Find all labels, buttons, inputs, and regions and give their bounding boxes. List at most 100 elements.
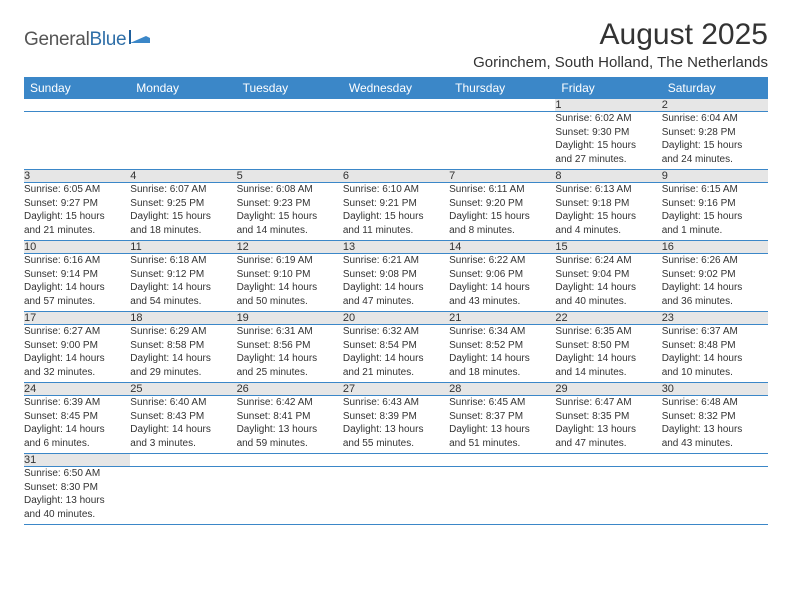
day-number-cell: 1	[555, 99, 661, 112]
sunset-text: Sunset: 8:35 PM	[555, 410, 661, 424]
daylight-text-2: and 18 minutes.	[130, 224, 236, 238]
sunrise-text: Sunrise: 6:10 AM	[343, 183, 449, 197]
daylight-text-2: and 54 minutes.	[130, 295, 236, 309]
daylight-text-2: and 3 minutes.	[130, 437, 236, 451]
day-info-cell: Sunrise: 6:48 AMSunset: 8:32 PMDaylight:…	[662, 396, 768, 454]
daylight-text-1: Daylight: 14 hours	[555, 352, 661, 366]
day-number-cell	[130, 454, 236, 467]
day-info-cell	[343, 467, 449, 525]
daylight-text-2: and 8 minutes.	[449, 224, 555, 238]
col-monday: Monday	[130, 77, 236, 99]
daylight-text-1: Daylight: 14 hours	[449, 352, 555, 366]
daylight-text-1: Daylight: 13 hours	[24, 494, 130, 508]
daylight-text-1: Daylight: 13 hours	[237, 423, 343, 437]
day-info-cell	[555, 467, 661, 525]
sunset-text: Sunset: 9:14 PM	[24, 268, 130, 282]
info-row: Sunrise: 6:50 AMSunset: 8:30 PMDaylight:…	[24, 467, 768, 525]
sunset-text: Sunset: 9:18 PM	[555, 197, 661, 211]
daylight-text-1: Daylight: 14 hours	[662, 281, 768, 295]
daylight-text-2: and 1 minute.	[662, 224, 768, 238]
daylight-text-1: Daylight: 15 hours	[130, 210, 236, 224]
day-info-cell: Sunrise: 6:21 AMSunset: 9:08 PMDaylight:…	[343, 254, 449, 312]
daylight-text-2: and 6 minutes.	[24, 437, 130, 451]
daylight-text-1: Daylight: 13 hours	[449, 423, 555, 437]
day-info-cell	[449, 112, 555, 170]
sunset-text: Sunset: 9:23 PM	[237, 197, 343, 211]
sunset-text: Sunset: 8:58 PM	[130, 339, 236, 353]
day-info-cell: Sunrise: 6:50 AMSunset: 8:30 PMDaylight:…	[24, 467, 130, 525]
day-number-cell: 12	[237, 241, 343, 254]
daylight-text-1: Daylight: 15 hours	[343, 210, 449, 224]
day-number-cell: 21	[449, 312, 555, 325]
daynum-row: 24252627282930	[24, 383, 768, 396]
day-number-cell: 7	[449, 170, 555, 183]
day-info-cell	[130, 467, 236, 525]
day-info-cell: Sunrise: 6:42 AMSunset: 8:41 PMDaylight:…	[237, 396, 343, 454]
daylight-text-2: and 36 minutes.	[662, 295, 768, 309]
day-info-cell: Sunrise: 6:47 AMSunset: 8:35 PMDaylight:…	[555, 396, 661, 454]
daylight-text-2: and 40 minutes.	[555, 295, 661, 309]
sunset-text: Sunset: 9:12 PM	[130, 268, 236, 282]
sunset-text: Sunset: 8:54 PM	[343, 339, 449, 353]
day-number-cell	[449, 454, 555, 467]
daylight-text-2: and 43 minutes.	[662, 437, 768, 451]
sunset-text: Sunset: 9:21 PM	[343, 197, 449, 211]
logo-text-blue: Blue	[90, 29, 127, 50]
day-number-cell: 9	[662, 170, 768, 183]
sunrise-text: Sunrise: 6:48 AM	[662, 396, 768, 410]
daylight-text-1: Daylight: 14 hours	[130, 281, 236, 295]
col-wednesday: Wednesday	[343, 77, 449, 99]
day-info-cell: Sunrise: 6:31 AMSunset: 8:56 PMDaylight:…	[237, 325, 343, 383]
sunrise-text: Sunrise: 6:05 AM	[24, 183, 130, 197]
sunrise-text: Sunrise: 6:19 AM	[237, 254, 343, 268]
daylight-text-1: Daylight: 14 hours	[237, 352, 343, 366]
title-block: August 2025 Gorinchem, South Holland, Th…	[473, 18, 768, 71]
sunset-text: Sunset: 9:27 PM	[24, 197, 130, 211]
day-info-cell: Sunrise: 6:45 AMSunset: 8:37 PMDaylight:…	[449, 396, 555, 454]
daylight-text-1: Daylight: 14 hours	[662, 352, 768, 366]
daylight-text-1: Daylight: 14 hours	[449, 281, 555, 295]
daylight-text-2: and 29 minutes.	[130, 366, 236, 380]
day-number-cell	[237, 99, 343, 112]
info-row: Sunrise: 6:05 AMSunset: 9:27 PMDaylight:…	[24, 183, 768, 241]
day-number-cell: 27	[343, 383, 449, 396]
daylight-text-2: and 47 minutes.	[555, 437, 661, 451]
day-info-cell: Sunrise: 6:40 AMSunset: 8:43 PMDaylight:…	[130, 396, 236, 454]
sunset-text: Sunset: 8:45 PM	[24, 410, 130, 424]
day-info-cell: Sunrise: 6:24 AMSunset: 9:04 PMDaylight:…	[555, 254, 661, 312]
day-number-cell: 15	[555, 241, 661, 254]
daynum-row: 10111213141516	[24, 241, 768, 254]
day-number-cell: 20	[343, 312, 449, 325]
day-number-cell: 11	[130, 241, 236, 254]
sunrise-text: Sunrise: 6:32 AM	[343, 325, 449, 339]
flag-icon	[128, 28, 154, 51]
daylight-text-2: and 32 minutes.	[24, 366, 130, 380]
sunset-text: Sunset: 9:28 PM	[662, 126, 768, 140]
sunset-text: Sunset: 9:20 PM	[449, 197, 555, 211]
day-info-cell: Sunrise: 6:26 AMSunset: 9:02 PMDaylight:…	[662, 254, 768, 312]
daynum-row: 17181920212223	[24, 312, 768, 325]
sunset-text: Sunset: 8:30 PM	[24, 481, 130, 495]
day-number-cell: 6	[343, 170, 449, 183]
day-info-cell	[24, 112, 130, 170]
daylight-text-1: Daylight: 14 hours	[555, 281, 661, 295]
sunrise-text: Sunrise: 6:04 AM	[662, 112, 768, 126]
day-info-cell: Sunrise: 6:02 AMSunset: 9:30 PMDaylight:…	[555, 112, 661, 170]
daylight-text-1: Daylight: 14 hours	[130, 423, 236, 437]
sunset-text: Sunset: 9:02 PM	[662, 268, 768, 282]
sunrise-text: Sunrise: 6:22 AM	[449, 254, 555, 268]
sunrise-text: Sunrise: 6:24 AM	[555, 254, 661, 268]
day-number-cell: 4	[130, 170, 236, 183]
info-row: Sunrise: 6:02 AMSunset: 9:30 PMDaylight:…	[24, 112, 768, 170]
day-info-cell: Sunrise: 6:15 AMSunset: 9:16 PMDaylight:…	[662, 183, 768, 241]
daylight-text-2: and 21 minutes.	[24, 224, 130, 238]
day-number-cell: 19	[237, 312, 343, 325]
sunrise-text: Sunrise: 6:18 AM	[130, 254, 236, 268]
day-number-cell: 5	[237, 170, 343, 183]
daylight-text-2: and 57 minutes.	[24, 295, 130, 309]
sunrise-text: Sunrise: 6:43 AM	[343, 396, 449, 410]
daylight-text-2: and 4 minutes.	[555, 224, 661, 238]
info-row: Sunrise: 6:16 AMSunset: 9:14 PMDaylight:…	[24, 254, 768, 312]
day-info-cell: Sunrise: 6:16 AMSunset: 9:14 PMDaylight:…	[24, 254, 130, 312]
day-number-cell: 28	[449, 383, 555, 396]
